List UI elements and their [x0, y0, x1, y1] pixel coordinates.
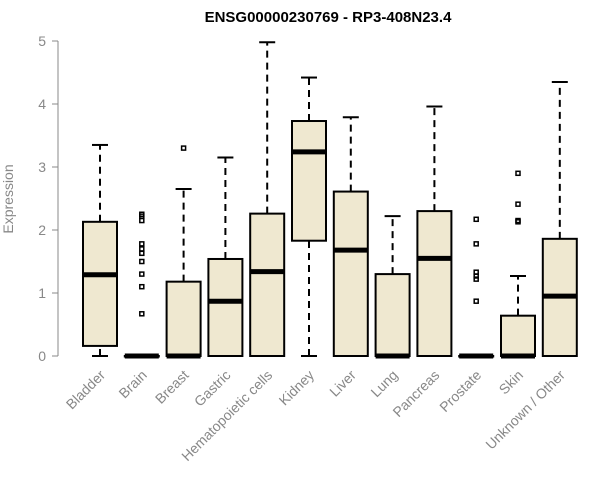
- box-iqr: [500, 314, 536, 357]
- outlier-point: [139, 246, 145, 252]
- x-tick-label: Bladder: [63, 367, 109, 413]
- outlier-point: [139, 250, 145, 257]
- x-tick-label: Brain: [115, 367, 149, 401]
- box-skin: [500, 170, 536, 359]
- box-iqr: [291, 120, 327, 242]
- outlier-point: [473, 298, 479, 304]
- y-tick-label: 4: [38, 96, 46, 112]
- box-pancreas: [416, 105, 453, 357]
- box-iqr: [82, 220, 118, 347]
- box-iqr: [416, 210, 453, 357]
- outlier-point: [515, 201, 521, 207]
- outlier-point: [139, 211, 145, 217]
- box-breast: [165, 145, 202, 359]
- outlier-point: [139, 258, 145, 265]
- outlier-point: [473, 276, 479, 282]
- box-iqr: [207, 257, 244, 358]
- box-iqr: [374, 273, 411, 358]
- plot-area: [82, 41, 578, 359]
- outlier-point: [139, 241, 145, 247]
- box-hematopoietic-cells: [249, 41, 286, 357]
- x-tick-label: Liver: [326, 367, 359, 400]
- outlier-point: [139, 217, 145, 224]
- x-tick-label: Lung: [367, 367, 400, 400]
- y-axis-label: Expression: [0, 164, 16, 233]
- outlier-point: [139, 271, 145, 277]
- y-tick-label: 2: [38, 222, 46, 238]
- outlier-point: [139, 311, 145, 317]
- box-liver: [332, 116, 369, 357]
- y-tick-label: 3: [38, 159, 46, 175]
- outlier-point: [473, 269, 479, 275]
- x-tick-label: Kidney: [276, 367, 318, 409]
- box-kidney: [291, 76, 327, 357]
- y-tick-label: 0: [38, 348, 46, 364]
- box-unknown-other: [541, 80, 578, 358]
- outlier-point: [473, 216, 479, 223]
- outlier-point: [139, 283, 145, 290]
- y-tick-label: 1: [38, 285, 46, 301]
- box-lung: [374, 215, 411, 359]
- box-bladder: [82, 143, 118, 357]
- box-brain: [123, 211, 160, 359]
- outlier-point: [515, 217, 521, 224]
- box-prostate: [458, 216, 495, 359]
- box-iqr: [332, 190, 369, 357]
- box-iqr: [249, 212, 286, 357]
- x-tick-label: Prostate: [436, 367, 484, 415]
- outlier-point: [473, 241, 479, 247]
- box-iqr: [165, 280, 202, 357]
- box-gastric: [207, 156, 244, 358]
- x-tick-label: Breast: [152, 367, 192, 407]
- x-tick-label: Unknown / Other: [482, 367, 568, 453]
- chart-title: ENSG00000230769 - RP3-408N23.4: [205, 9, 452, 26]
- y-axis: 0 1 2 3 4 5: [38, 33, 59, 364]
- y-tick-label: 5: [38, 33, 46, 49]
- x-tick-label: Skin: [496, 367, 527, 398]
- outlier-point: [515, 170, 521, 177]
- outlier-point: [180, 145, 187, 151]
